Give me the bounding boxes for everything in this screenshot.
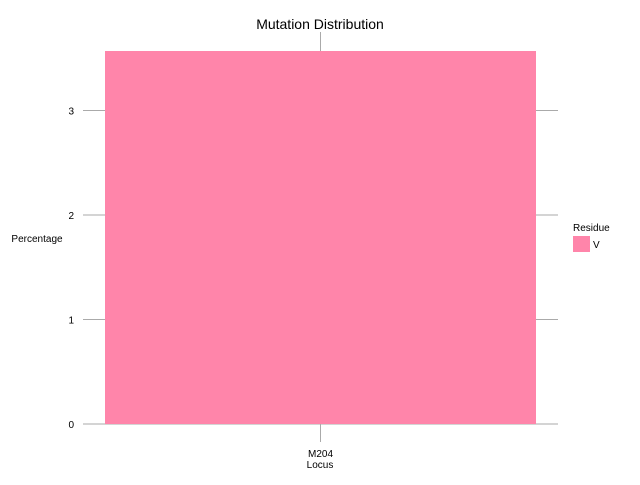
y-tick-label: 0	[68, 420, 74, 431]
y-tick-label: 3	[68, 107, 74, 118]
legend: Residue V	[573, 223, 610, 252]
x-axis-label: Locus	[307, 460, 334, 471]
chart-title: Mutation Distribution	[256, 16, 384, 32]
bar-m204-v	[105, 51, 536, 424]
y-tick-label: 2	[68, 211, 74, 222]
legend-items: V	[573, 236, 600, 252]
x-tick-label: M204	[308, 449, 333, 460]
y-axis-label: Percentage	[11, 234, 63, 245]
legend-label: V	[593, 240, 600, 251]
bars	[105, 51, 536, 424]
legend-swatch	[573, 236, 590, 252]
legend-title: Residue	[573, 223, 610, 234]
y-tick-label: 1	[68, 316, 74, 327]
